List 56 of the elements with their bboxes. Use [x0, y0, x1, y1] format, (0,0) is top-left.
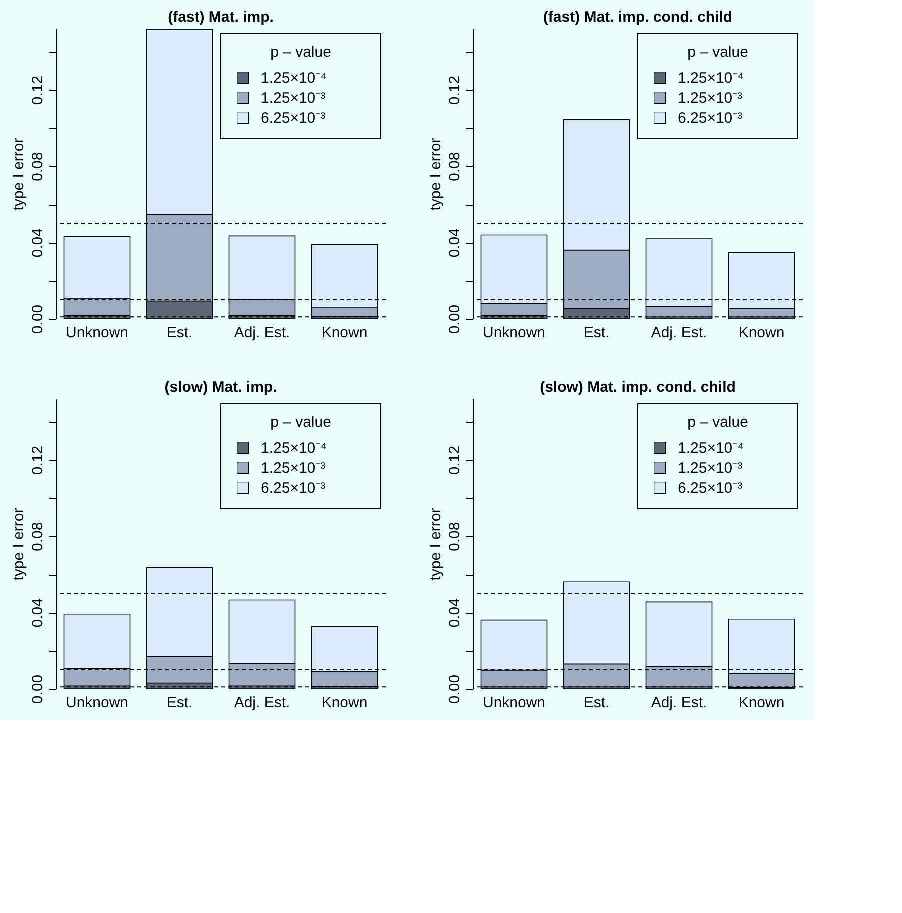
chart-title: (fast) Mat. imp. cond. child [543, 9, 733, 26]
x-tick-label: Est. [584, 324, 610, 342]
y-tick-label: 0.04 [30, 228, 46, 258]
x-tick-label: Known [322, 694, 368, 712]
x-tick-label: Adj. Est. [651, 324, 708, 342]
legend-label: 6.25×10⁻³ [261, 110, 326, 127]
y-axis-title: type I error [10, 138, 28, 211]
legend-label: 6.25×10⁻³ [678, 110, 743, 127]
x-tick-label: Adj. Est. [234, 324, 290, 342]
legend-title: p – value [270, 44, 332, 61]
y-tick-label: 0.04 [30, 598, 46, 628]
legend-label: 1.25×10⁻⁴ [261, 70, 328, 87]
legend-title: p – value [688, 414, 748, 431]
y-tick-label: 0.12 [446, 446, 464, 476]
y-tick-label: 0.00 [446, 674, 464, 704]
legend-label: 1.25×10⁻³ [261, 90, 326, 107]
legend-label: 6.25×10⁻³ [261, 480, 326, 497]
legend-label: 1.25×10⁻⁴ [678, 70, 744, 87]
y-tick-label: 0.04 [446, 228, 464, 258]
y-tick-label: 0.00 [30, 304, 46, 334]
legend-title: p – value [270, 414, 332, 431]
y-tick-label: 0.00 [446, 304, 464, 334]
y-tick-label: 0.12 [30, 76, 46, 106]
legend-label: 1.25×10⁻⁴ [261, 440, 328, 457]
x-tick-label: Unknown [482, 324, 546, 342]
x-tick-label: Unknown [66, 324, 129, 342]
y-tick-label: 0.00 [30, 674, 46, 704]
y-axis-title: type I error [428, 138, 444, 211]
chart-title: (fast) Mat. imp. [168, 9, 274, 26]
legend-label: 6.25×10⁻³ [678, 480, 743, 497]
y-axis-title: type I error [10, 508, 28, 581]
y-tick-label: 0.04 [446, 598, 464, 628]
x-tick-label: Known [322, 324, 368, 342]
legend-title: p – value [688, 44, 748, 61]
y-tick-label: 0.08 [446, 152, 464, 182]
legend-label: 1.25×10⁻³ [678, 460, 743, 477]
x-tick-label: Est. [584, 694, 610, 712]
y-axis-title: type I error [428, 508, 444, 581]
legend-label: 1.25×10⁻⁴ [678, 440, 744, 457]
x-tick-label: Known [738, 694, 785, 712]
x-tick-label: Unknown [66, 694, 129, 712]
x-tick-label: Est. [166, 324, 193, 342]
legend-label: 1.25×10⁻³ [678, 90, 743, 107]
y-tick-label: 0.12 [446, 76, 464, 106]
chart-title: (slow) Mat. imp. [164, 379, 278, 396]
x-tick-label: Unknown [482, 694, 546, 712]
legend-label: 1.25×10⁻³ [261, 460, 326, 477]
y-tick-label: 0.08 [446, 522, 464, 552]
y-tick-label: 0.08 [30, 152, 46, 182]
y-tick-label: 0.12 [30, 446, 46, 476]
x-tick-label: Est. [166, 694, 193, 712]
chart-title: (slow) Mat. imp. cond. child [540, 379, 736, 396]
y-tick-label: 0.08 [30, 522, 46, 552]
x-tick-label: Known [738, 324, 785, 342]
x-tick-label: Adj. Est. [651, 694, 708, 712]
x-tick-label: Adj. Est. [234, 694, 290, 712]
